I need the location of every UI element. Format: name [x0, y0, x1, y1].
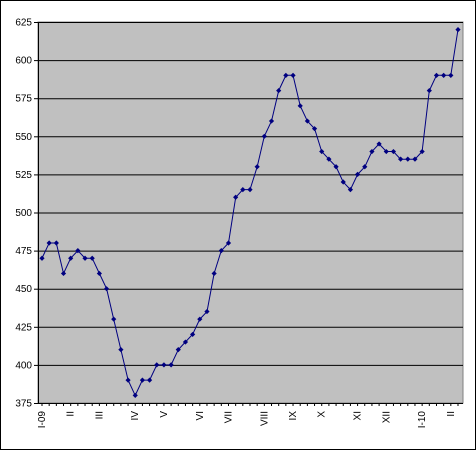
data-point-18: [168, 362, 174, 368]
data-point-24: [211, 270, 217, 277]
gridlines: [38, 22, 463, 404]
y-tick-label-425: 425: [15, 322, 32, 333]
data-point-17: [161, 362, 167, 368]
x-tick-label-3: IV: [130, 411, 141, 421]
data-point-35: [290, 72, 296, 78]
x-tick-label-5: VI: [195, 411, 206, 420]
x-tick-label-2: III: [94, 411, 105, 419]
data-point-16: [154, 362, 160, 368]
x-tick-label-12: I-10: [417, 411, 428, 429]
data-point-22: [197, 316, 203, 322]
data-point-50: [398, 156, 404, 162]
data-point-14: [139, 377, 146, 383]
data-point-11: [118, 347, 124, 353]
data-point-33: [276, 87, 282, 94]
data-point-29: [247, 187, 253, 193]
data-point-32: [268, 118, 275, 124]
data-point-55: [433, 72, 440, 78]
data-point-26: [225, 240, 232, 246]
x-tick-label-10: XI: [353, 411, 364, 420]
data-point-39: [319, 148, 325, 155]
x-tick-label-9: X: [317, 411, 328, 418]
y-tick-labels: 375 400 425 450 475 500 525 550 575 600 625: [15, 18, 32, 410]
data-point-41: [333, 164, 339, 170]
data-point-37: [304, 118, 310, 124]
data-point-9: [103, 286, 110, 292]
data-point-27: [233, 194, 239, 200]
data-point-21: [190, 331, 196, 338]
data-point-15: [146, 377, 153, 383]
data-point-53: [419, 148, 425, 155]
data-point-2: [53, 240, 59, 246]
data-point-54: [426, 87, 432, 94]
data-point-57: [448, 72, 454, 78]
x-tick-label-1: II: [66, 411, 77, 417]
data-point-3: [60, 270, 67, 277]
data-point-58: [455, 27, 461, 33]
y-tick-label-450: 450: [15, 284, 32, 295]
data-point-56: [441, 72, 447, 78]
data-point-6: [82, 255, 88, 261]
data-point-45: [362, 164, 368, 170]
data-point-44: [354, 171, 361, 177]
y-tick-label-500: 500: [15, 208, 32, 219]
data-point-4: [68, 255, 74, 261]
data-point-43: [347, 187, 354, 193]
data-point-46: [369, 148, 375, 155]
x-tick-labels: I-09 II III IV V VI VII VIII IX X XI XII I-10 II: [37, 411, 457, 429]
data-point-36: [297, 103, 303, 109]
x-tick-label-0: I-09: [37, 411, 48, 429]
x-tick-label-8: IX: [288, 411, 299, 421]
data-point-12: [125, 377, 131, 383]
data-point-13: [132, 392, 138, 398]
data-point-1: [46, 240, 52, 246]
axes: [34, 22, 463, 406]
x-tick-label-6: VII: [223, 411, 234, 423]
data-point-0: [39, 255, 45, 261]
data-point-49: [390, 148, 397, 155]
data-point-34: [283, 72, 289, 78]
y-tick-label-600: 600: [15, 56, 32, 67]
data-point-25: [218, 248, 224, 254]
data-point-52: [412, 156, 418, 162]
y-tick-label-550: 550: [15, 132, 32, 143]
data-point-23: [204, 308, 210, 315]
data-point-19: [175, 347, 181, 353]
y-tick-label-525: 525: [15, 170, 32, 181]
x-tick-label-7: VIII: [259, 411, 270, 426]
data-point-10: [111, 316, 117, 322]
data-point-30: [254, 164, 260, 170]
x-tick-label-4: V: [159, 411, 170, 418]
data-point-28: [240, 187, 246, 193]
y-tick-label-400: 400: [15, 360, 32, 371]
data-point-7: [89, 255, 95, 261]
data-point-31: [261, 133, 267, 139]
y-tick-label-625: 625: [15, 18, 32, 29]
data-point-5: [75, 248, 81, 254]
y-tick-label-375: 375: [15, 399, 32, 410]
data-point-51: [405, 156, 411, 162]
x-tick-label-13: II: [446, 411, 457, 417]
data-point-38: [311, 126, 318, 132]
data-point-20: [182, 339, 189, 345]
data-point-47: [376, 141, 382, 147]
data-point-40: [326, 156, 332, 162]
y-tick-label-575: 575: [15, 94, 32, 105]
data-point-42: [340, 179, 346, 185]
x-tick-label-11: XII: [381, 411, 392, 423]
series-layer: [39, 27, 461, 398]
data-point-48: [383, 148, 389, 155]
y-tick-label-475: 475: [15, 246, 32, 257]
data-point-8: [96, 270, 102, 277]
